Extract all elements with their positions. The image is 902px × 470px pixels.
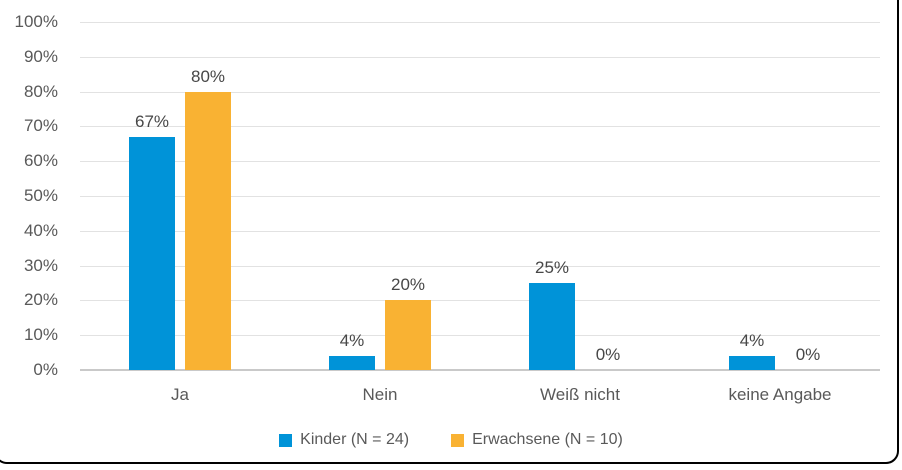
bar-value-label: 80% xyxy=(190,66,226,86)
gridline xyxy=(80,91,880,93)
bar-value-label: 25% xyxy=(534,258,570,277)
legend-label: Erwachsene (N = 10) xyxy=(472,431,623,448)
y-axis-tick-label: 30% xyxy=(23,255,58,275)
gridline xyxy=(80,335,880,337)
y-axis-tick-label: 70% xyxy=(23,116,58,136)
y-axis-tick-label: 0% xyxy=(33,360,58,379)
bar-group: 67% 80% xyxy=(129,22,231,370)
legend-swatch-icon xyxy=(279,433,293,447)
legend-item: Kinder (N = 24) xyxy=(279,431,409,449)
y-axis: 0% 10% 20% 30% 40% 50% 60% 70% 80% 90% 100% xyxy=(0,13,58,379)
bar-group: 4% 20% xyxy=(329,22,431,370)
bar-slot: 0% xyxy=(785,22,831,370)
category-label: Nein xyxy=(362,385,398,404)
plot-area: 67% 80% 4% 20% 25% 0% 4% 0% xyxy=(80,22,880,371)
bar-value-label: 0% xyxy=(595,345,621,364)
x-axis-baseline xyxy=(80,369,880,371)
y-axis-tick-label: 50% xyxy=(23,186,58,205)
bar-slot: 4% xyxy=(729,22,775,370)
bar xyxy=(129,136,175,370)
gridline xyxy=(80,56,880,58)
gridline xyxy=(80,22,880,23)
legend-item: Erwachsene (N = 10) xyxy=(451,431,623,449)
gridline xyxy=(80,230,880,232)
category-label: Ja xyxy=(171,385,189,404)
legend-label: Kinder (N = 24) xyxy=(300,431,410,448)
bar xyxy=(729,356,775,370)
bar-value-label: 67% xyxy=(134,111,170,131)
bar-value-label: 0% xyxy=(795,345,821,364)
bar-slot: 25% xyxy=(529,22,575,370)
y-axis-tick-label: 20% xyxy=(23,290,58,310)
bar xyxy=(385,300,431,370)
bar-slot: 4% xyxy=(329,22,375,370)
y-axis-tick-label: 90% xyxy=(23,46,58,66)
bar xyxy=(185,91,231,370)
bar-slot: 80% xyxy=(185,22,231,370)
bar-group: 4% 0% xyxy=(729,22,831,370)
y-axis-tick-label: 60% xyxy=(23,151,58,171)
bar-slot: 20% xyxy=(385,22,431,370)
bar-value-label: 4% xyxy=(339,331,365,351)
y-axis-tick-label: 40% xyxy=(23,220,58,240)
bar-slot: 67% xyxy=(129,22,175,370)
x-axis-category-labels: Ja Nein Weiß nicht keine Angabe xyxy=(80,384,880,408)
bar-value-label: 20% xyxy=(390,275,426,295)
gridline xyxy=(80,265,880,267)
bar xyxy=(529,283,575,370)
gridline xyxy=(80,300,880,302)
bar-group: 25% 0% xyxy=(529,22,631,370)
bar-value-label: 4% xyxy=(739,331,765,351)
bar-slot: 0% xyxy=(585,22,631,370)
legend: Kinder (N = 24) Erwachsene (N = 10) xyxy=(0,431,902,449)
y-axis-tick-label: 80% xyxy=(23,81,58,101)
y-axis-tick-label: 100% xyxy=(14,12,58,31)
gridline xyxy=(80,126,880,128)
gridline xyxy=(80,161,880,163)
gridline xyxy=(80,196,880,197)
bar xyxy=(329,356,375,370)
category-label: keine Angabe xyxy=(728,385,832,404)
category-label: Weiß nicht xyxy=(540,385,620,404)
legend-swatch-icon xyxy=(451,433,465,447)
y-axis-tick-label: 10% xyxy=(23,325,58,345)
